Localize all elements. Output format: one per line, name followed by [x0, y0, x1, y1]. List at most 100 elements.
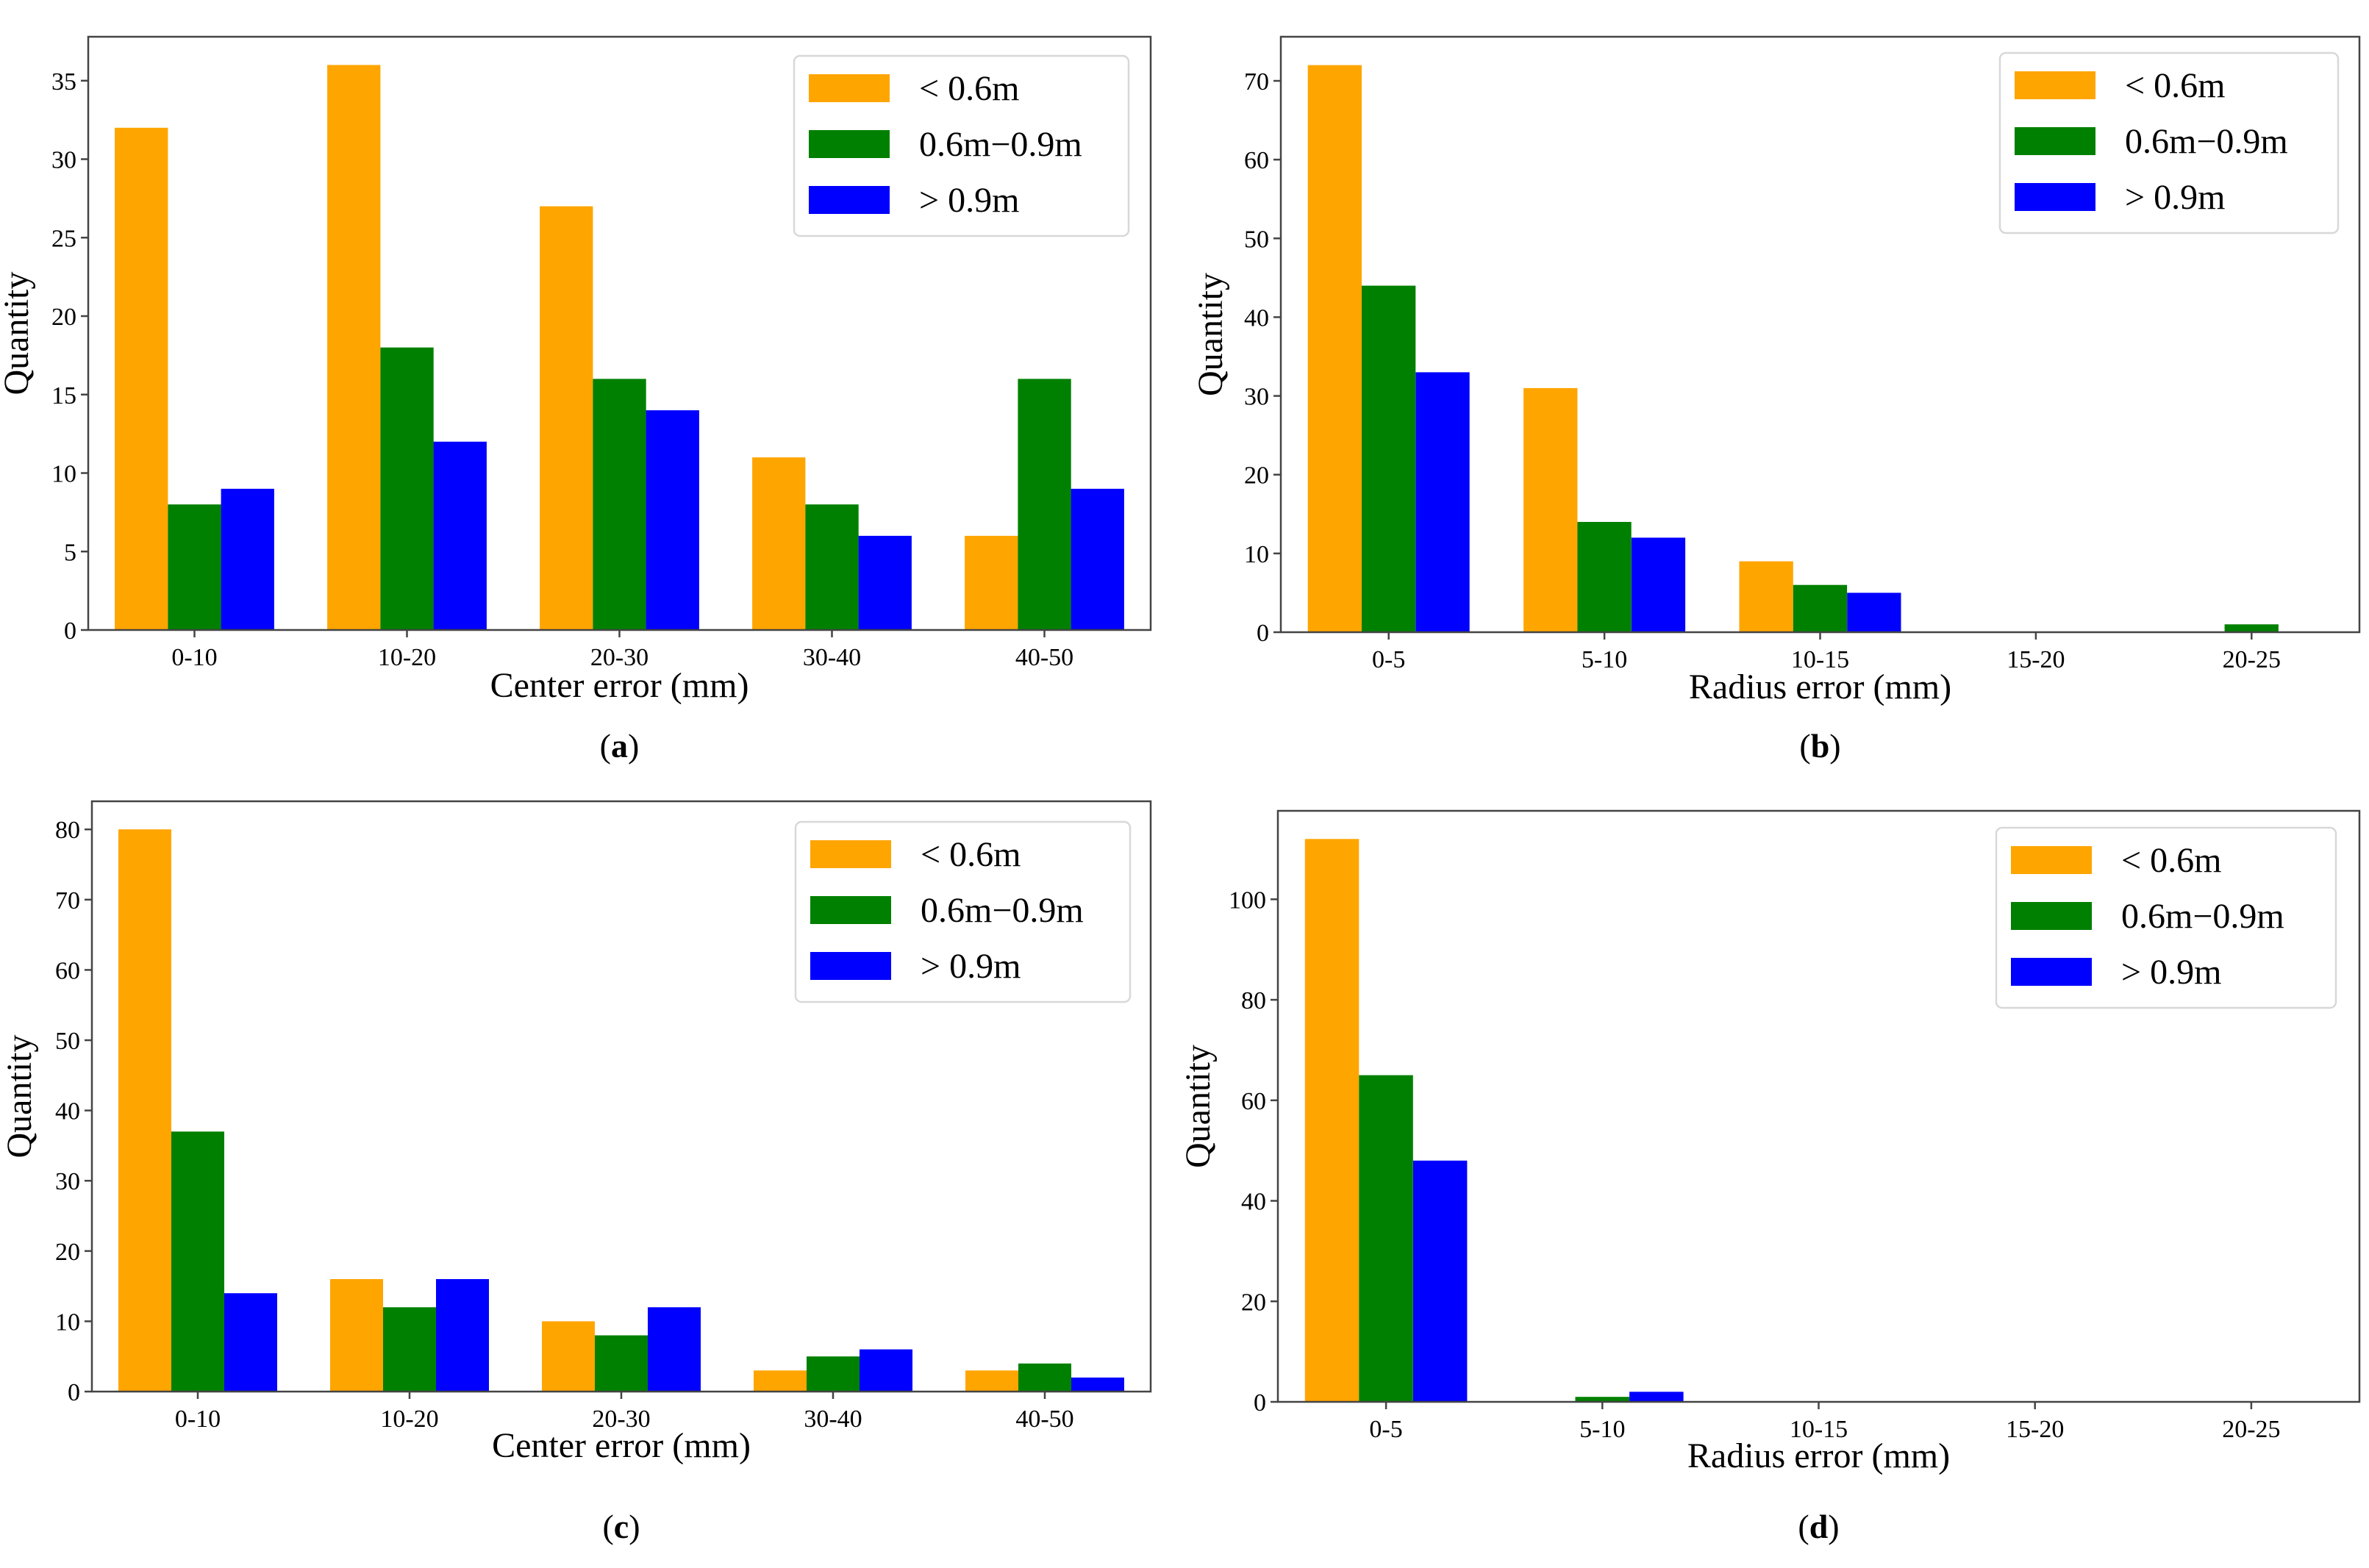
legend-swatch — [809, 74, 890, 102]
legend-label: 0.6m−0.9m — [919, 125, 1082, 164]
bar-a-s0-c4 — [965, 535, 1018, 630]
bar-c-s2-c3 — [860, 1349, 912, 1392]
x-tick-label: 0-5 — [1369, 1416, 1402, 1443]
x-tick-label: 0-5 — [1372, 646, 1405, 673]
bar-a-s1-c4 — [1018, 379, 1071, 630]
bar-a-s0-c2 — [540, 206, 593, 631]
bar-a-s2-c0 — [221, 488, 274, 630]
y-tick-label: 80 — [55, 817, 80, 844]
x-tick-label: 5-10 — [1582, 646, 1627, 673]
legend-swatch — [2011, 902, 2092, 930]
legend-swatch — [2015, 71, 2095, 99]
y-tick-label: 40 — [1244, 304, 1269, 332]
bar-b-s1-c0 — [1362, 285, 1416, 632]
legend-label: 0.6m−0.9m — [2125, 122, 2288, 161]
y-tick-label: 30 — [51, 147, 76, 174]
x-tick-label: 15-20 — [2007, 646, 2065, 673]
panel-caption: (a) — [600, 727, 640, 765]
bar-c-s1-c2 — [595, 1335, 648, 1392]
legend-swatch — [2011, 846, 2092, 874]
y-tick-label: 80 — [1241, 987, 1266, 1014]
legend: < 0.6m 0.6m−0.9m > 0.9m — [1995, 826, 2337, 1009]
legend-label: < 0.6m — [2125, 66, 2225, 105]
y-tick-label: 25 — [51, 225, 76, 252]
bar-c-s0-c0 — [118, 829, 171, 1392]
panel-caption: (d) — [1798, 1508, 1839, 1545]
x-tick-label: 40-50 — [1015, 644, 1073, 671]
y-axis-title: Quantity — [1191, 273, 1230, 396]
y-tick-label: 50 — [1244, 226, 1269, 253]
bar-b-s0-c0 — [1307, 65, 1362, 633]
legend-swatch — [809, 130, 890, 158]
bar-a-s1-c0 — [168, 504, 221, 630]
bar-c-s0-c2 — [542, 1321, 595, 1392]
bar-b-s1-c4 — [2224, 624, 2279, 632]
bar-d-s2-c1 — [1629, 1392, 1684, 1402]
caption-letter: d — [1809, 1508, 1829, 1545]
legend-label: > 0.9m — [919, 181, 1019, 220]
legend: < 0.6m 0.6m−0.9m > 0.9m — [794, 820, 1132, 1003]
x-axis-title: Center error (mm) — [492, 1426, 751, 1465]
x-tick-label: 40-50 — [1015, 1406, 1073, 1433]
bar-c-s2-c1 — [436, 1279, 489, 1392]
legend-swatch — [810, 840, 891, 868]
bar-c-s0-c3 — [754, 1370, 807, 1392]
x-tick-label: 20-30 — [590, 644, 648, 671]
y-tick-label: 10 — [51, 461, 76, 488]
legend-swatch — [2015, 183, 2095, 211]
bar-c-s2-c0 — [224, 1293, 277, 1392]
bar-a-s1-c3 — [805, 504, 859, 630]
y-axis-title: Quantity — [0, 1035, 39, 1159]
y-tick-label: 20 — [55, 1239, 80, 1266]
y-axis-title: Quantity — [1179, 1045, 1218, 1168]
x-tick-label: 0-10 — [175, 1406, 221, 1433]
caption-open-paren: ( — [1799, 727, 1810, 765]
bar-a-s1-c2 — [593, 379, 646, 630]
caption-letter: a — [611, 727, 628, 765]
y-tick-label: 70 — [55, 887, 80, 914]
y-tick-label: 20 — [1241, 1289, 1266, 1316]
y-tick-label: 0 — [68, 1379, 80, 1406]
bar-b-s1-c2 — [1793, 584, 1848, 632]
x-tick-label: 20-25 — [2223, 646, 2281, 673]
bar-a-s0-c0 — [115, 127, 168, 631]
chart-panel-b: 0 10 20 30 40 50 60 70 0-5 5-10 10-15 15-20 20-25 Rad… — [1191, 35, 2361, 765]
chart-panel-d: 0 20 40 60 80 100 0-5 5-10 10-15 15-20 20-25 Radius… — [1179, 809, 2361, 1545]
y-tick-label: 60 — [1241, 1088, 1266, 1115]
x-tick-label: 10-15 — [1790, 1416, 1848, 1443]
legend-swatch — [2015, 127, 2095, 155]
bar-a-s2-c2 — [646, 410, 699, 630]
x-tick-label: 0-10 — [171, 644, 217, 671]
x-tick-label: 10-20 — [378, 644, 436, 671]
y-tick-label: 100 — [1229, 887, 1266, 914]
caption-close-paren: ) — [1828, 1508, 1839, 1545]
bar-c-s0-c4 — [965, 1370, 1018, 1392]
bar-c-s1-c1 — [383, 1307, 436, 1392]
bar-b-s2-c2 — [1847, 593, 1901, 632]
chart-panel-a: 0 5 10 15 20 25 30 35 0-10 10-20 20-30 30-40 40-50 Ce… — [0, 35, 1152, 765]
bar-c-s2-c4 — [1071, 1377, 1124, 1392]
bar-b-s0-c2 — [1739, 561, 1793, 632]
x-tick-label: 20-25 — [2222, 1416, 2280, 1443]
bar-c-s1-c0 — [171, 1131, 224, 1392]
y-tick-label: 70 — [1244, 68, 1269, 96]
caption-close-paren: ) — [1829, 727, 1840, 765]
x-axis-title: Radius error (mm) — [1689, 667, 1951, 706]
x-tick-label: 15-20 — [2006, 1416, 2064, 1443]
bar-b-s1-c1 — [1577, 522, 1632, 632]
legend-label: < 0.6m — [921, 835, 1021, 874]
bar-a-s1-c1 — [380, 347, 434, 630]
caption-open-paren: ( — [1798, 1508, 1809, 1545]
legend-label: < 0.6m — [2121, 841, 2221, 880]
legend-label: 0.6m−0.9m — [2121, 897, 2284, 936]
y-tick-label: 10 — [55, 1309, 80, 1336]
legend-label: > 0.9m — [921, 947, 1021, 986]
bar-a-s0-c1 — [327, 65, 381, 630]
y-tick-label: 0 — [1254, 1389, 1266, 1417]
y-tick-label: 60 — [1244, 147, 1269, 174]
y-tick-label: 10 — [1244, 541, 1269, 568]
y-tick-label: 0 — [64, 617, 76, 645]
legend-swatch — [809, 186, 890, 214]
legend-label: 0.6m−0.9m — [921, 891, 1084, 930]
bar-c-s2-c2 — [648, 1307, 701, 1392]
